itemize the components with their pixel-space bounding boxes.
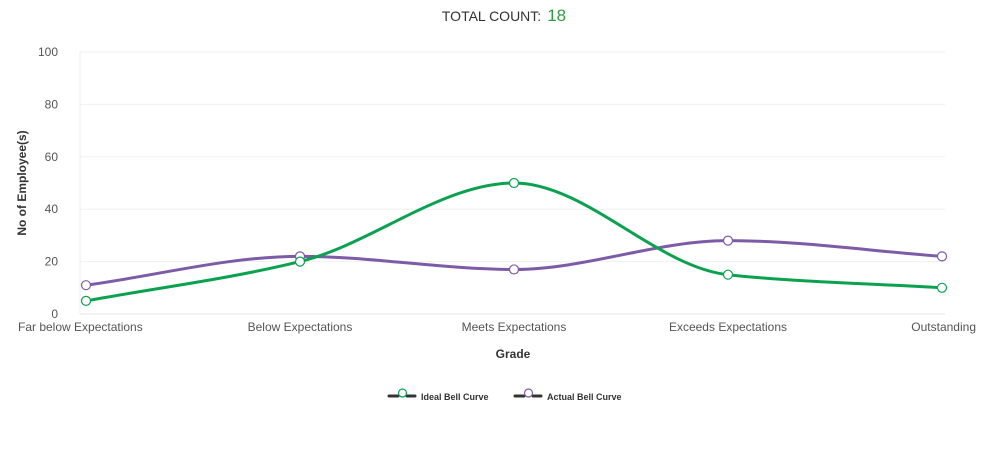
y-tick-label: 20	[45, 255, 59, 269]
data-point-actual-bell-curve[interactable]	[722, 235, 734, 246]
data-point-actual-bell-curve[interactable]	[80, 280, 92, 291]
x-tick-label: Far below Expectations	[18, 320, 143, 334]
data-point-actual-bell-curve[interactable]	[936, 251, 948, 262]
legend: Ideal Bell Curve Actual Bell Curve	[387, 388, 622, 402]
x-tick-label: Below Expectations	[248, 320, 353, 334]
x-axis-title: Grade	[496, 347, 531, 361]
y-tick-label: 100	[38, 45, 58, 59]
y-tick-label: 0	[51, 307, 58, 321]
data-point-ideal-bell-curve[interactable]	[936, 282, 948, 293]
total-count-value: 18	[547, 6, 567, 25]
y-tick-label: 60	[45, 150, 59, 164]
x-tick-label: Meets Expectations	[462, 320, 567, 334]
y-tick-label: 80	[45, 97, 59, 111]
series-lines	[84, 181, 944, 303]
y-axis-title: No of Employee(s)	[15, 130, 29, 235]
legend-label: Actual Bell Curve	[547, 392, 622, 402]
total-count-header: TOTAL COUNT: 18	[0, 6, 1008, 26]
x-tick-label: Outstanding	[911, 320, 976, 334]
series-points	[80, 177, 948, 306]
data-point-ideal-bell-curve[interactable]	[294, 256, 306, 267]
y-tick-label: 40	[45, 202, 59, 216]
legend-marker	[523, 388, 534, 398]
legend-item-actual-bell-curve[interactable]: Actual Bell Curve	[513, 388, 622, 402]
data-point-actual-bell-curve[interactable]	[508, 264, 520, 275]
legend-marker	[397, 388, 408, 398]
data-point-ideal-bell-curve[interactable]	[508, 177, 520, 189]
x-axis-ticks: Far below Expectations Below Expectations…	[18, 320, 976, 334]
total-count-label: TOTAL COUNT:	[441, 8, 542, 24]
legend-label: Ideal Bell Curve	[421, 392, 489, 402]
y-axis-ticks: 0 20 40 60 80 100	[38, 45, 58, 321]
data-point-ideal-bell-curve[interactable]	[722, 269, 734, 280]
x-tick-label: Exceeds Expectations	[669, 320, 787, 334]
series-line-ideal-bell-curve	[84, 181, 944, 303]
legend-item-ideal-bell-curve[interactable]: Ideal Bell Curve	[387, 388, 489, 402]
data-point-ideal-bell-curve[interactable]	[80, 295, 92, 306]
